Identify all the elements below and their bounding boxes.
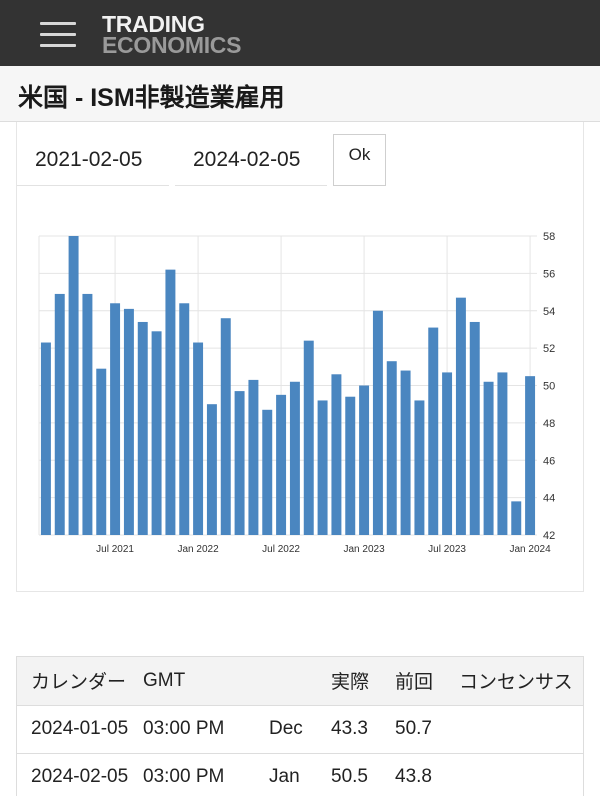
y-tick-label: 54 — [543, 306, 555, 318]
bar — [151, 331, 162, 535]
bar — [289, 381, 300, 535]
x-tick-label: Jul 2021 — [96, 544, 134, 555]
cell-actual: 50.5 — [331, 766, 368, 788]
logo-line-trading: TRADING — [102, 11, 205, 37]
bar — [123, 308, 134, 535]
bar — [455, 297, 466, 535]
bar — [400, 370, 411, 535]
y-tick-label: 44 — [543, 493, 555, 505]
bar — [179, 303, 190, 535]
table-row: 2024-01-05 03:00 PM Dec 43.3 50.7 — [17, 705, 583, 753]
y-tick-label: 50 — [543, 381, 555, 393]
bar — [331, 374, 342, 535]
trading-economics-logo[interactable]: TRADING ECONOMICS — [102, 11, 242, 58]
bar — [137, 321, 148, 535]
bar — [234, 391, 245, 535]
bar — [193, 342, 204, 535]
bar — [96, 368, 107, 535]
cell-actual: 43.3 — [331, 718, 368, 739]
bar — [414, 400, 425, 535]
y-tick-label: 48 — [543, 418, 555, 430]
bar — [469, 321, 480, 535]
bar — [386, 361, 397, 535]
header-calendar[interactable]: カレンダー — [31, 672, 127, 694]
cell-consensus — [459, 753, 583, 796]
menu-line — [40, 44, 76, 47]
menu-line — [40, 22, 76, 25]
y-tick-label: 52 — [543, 343, 555, 355]
bar — [497, 372, 508, 535]
cell-date: 2024-01-05 — [31, 718, 129, 739]
cell-date: 2024-02-05 — [31, 766, 129, 788]
bar — [317, 400, 328, 535]
cell-time: 03:00 PM — [143, 718, 225, 739]
bar — [345, 396, 356, 535]
header-gmt[interactable]: GMT — [143, 669, 186, 691]
menu-line — [40, 33, 76, 36]
bar — [276, 394, 287, 535]
cell-previous: 50.7 — [395, 718, 432, 739]
bar — [68, 236, 79, 535]
bar — [372, 310, 383, 535]
cell-reference: Jan — [269, 766, 300, 788]
ok-button[interactable]: Ok — [333, 134, 386, 186]
bar-chart: 42 44 46 48 50 52 54 56 58 Jul 2021 Jan 2022 Jul 20… — [38, 231, 555, 555]
cell-reference: Dec — [269, 718, 303, 739]
x-tick-label: Jul 2023 — [428, 544, 466, 555]
x-tick-label: Jan 2023 — [344, 544, 386, 555]
bar — [511, 501, 522, 535]
bar — [303, 340, 314, 535]
bar — [54, 293, 65, 535]
bar — [483, 381, 494, 535]
y-tick-label: 46 — [543, 455, 555, 467]
hamburger-menu-icon[interactable] — [40, 20, 76, 48]
cell-previous: 43.8 — [395, 766, 432, 788]
bar — [110, 303, 121, 535]
bar — [220, 318, 231, 535]
bar — [40, 342, 51, 535]
table-row: 2024-02-05 03:00 PM Jan 50.5 43.8 — [17, 753, 583, 796]
table-header-row: カレンダー GMT 実際 前回 コンセンサス — [17, 657, 583, 705]
bar — [206, 404, 217, 535]
page-title: 米国 - ISM非製造業雇用 — [18, 84, 285, 112]
y-tick-label: 56 — [543, 268, 555, 280]
bar — [248, 379, 259, 535]
cell-consensus — [459, 705, 583, 753]
start-date-input[interactable] — [17, 134, 169, 186]
bar — [428, 327, 439, 535]
bar — [262, 409, 273, 535]
bar — [525, 376, 536, 535]
bar — [82, 293, 93, 535]
bar — [165, 269, 176, 535]
header-consensus[interactable]: コンセンサス — [459, 672, 573, 694]
calendar-table: カレンダー GMT 実際 前回 コンセンサス 2024-01-05 03:00 … — [16, 656, 584, 796]
end-date-input[interactable] — [175, 134, 327, 186]
header-previous[interactable]: 前回 — [395, 672, 434, 694]
cell-time: 03:00 PM — [143, 766, 225, 788]
bar — [442, 372, 453, 535]
x-tick-label: Jan 2024 — [510, 544, 552, 555]
y-tick-label: 42 — [543, 530, 555, 542]
header-reference — [269, 657, 331, 705]
header-actual[interactable]: 実際 — [331, 672, 370, 694]
x-tick-label: Jul 2022 — [262, 544, 300, 555]
top-navigation-bar: TRADING ECONOMICS — [0, 0, 600, 66]
x-tick-label: Jan 2022 — [178, 544, 220, 555]
title-bar: 米国 - ISM非製造業雇用 — [0, 66, 600, 122]
bar — [359, 385, 370, 535]
y-tick-label: 58 — [543, 231, 555, 243]
logo-line-economics: ECONOMICS — [102, 32, 242, 58]
